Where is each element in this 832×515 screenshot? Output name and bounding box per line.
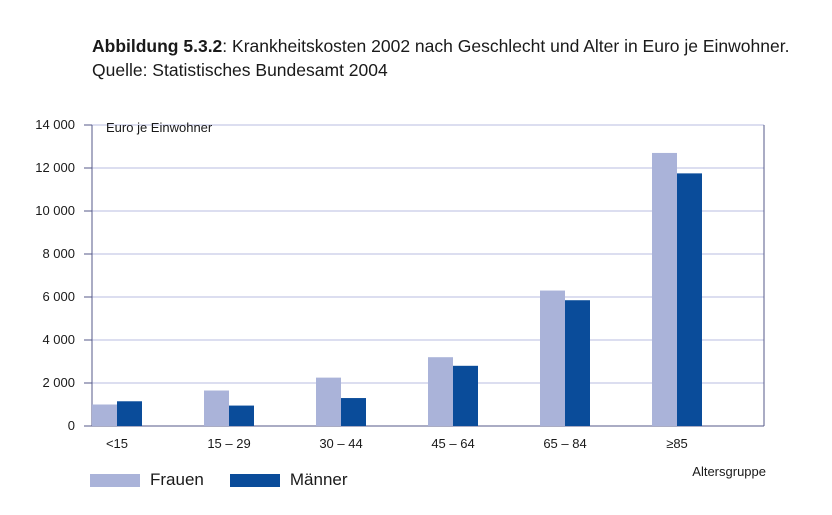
bars [92,152,702,426]
x-axis-label: Altersgruppe [692,464,766,479]
bar-maenner [341,398,366,426]
bar-frauen [652,152,677,426]
bar-frauen [540,290,565,426]
bar-maenner [117,401,142,426]
figure-caption-text: : Krankheitskosten 2002 nach Geschlecht … [92,36,790,80]
bar-frauen [428,357,453,426]
bar-frauen [204,390,229,426]
y-tick-label: 2 000 [42,375,75,390]
bar-maenner [677,173,702,426]
tick-labels: 0 2 000 4 000 6 000 8 000 10 000 12 000 14 000 <… [35,117,688,451]
figure-caption: Abbildung 5.3.2: Krankheitskosten 2002 n… [92,34,812,82]
y-tick-label: 14 000 [35,117,75,132]
legend-swatch-frauen [90,473,140,487]
legend-item-maenner: Männer [229,470,348,490]
bar-maenner [229,405,254,426]
legend-swatch-maenner [229,473,280,487]
legend-item-frauen: Frauen [90,470,204,490]
legend-label-frauen: Frauen [150,470,204,489]
y-tick-label: 10 000 [35,203,75,218]
y-tick-label: 6 000 [42,289,75,304]
bar-maenner [453,365,478,426]
x-tick-label: 65 – 84 [543,436,586,451]
bar-maenner [565,300,590,426]
legend: Frauen Männer [90,470,374,490]
figure-label: Abbildung 5.3.2 [92,36,223,56]
y-tick-label: 8 000 [42,246,75,261]
legend-label-maenner: Männer [289,470,348,489]
y-axis-label: Euro je Einwohner [106,120,213,135]
x-tick-label: <15 [106,436,128,451]
y-tick-label: 0 [68,418,75,433]
x-tick-label: 30 – 44 [319,436,362,451]
x-tick-label: 15 – 29 [207,436,250,451]
bar-frauen [92,404,117,426]
x-tick-label: ≥85 [666,436,688,451]
bar-frauen [316,377,341,426]
x-tick-label: 45 – 64 [431,436,474,451]
y-tick-label: 12 000 [35,160,75,175]
y-tick-label: 4 000 [42,332,75,347]
